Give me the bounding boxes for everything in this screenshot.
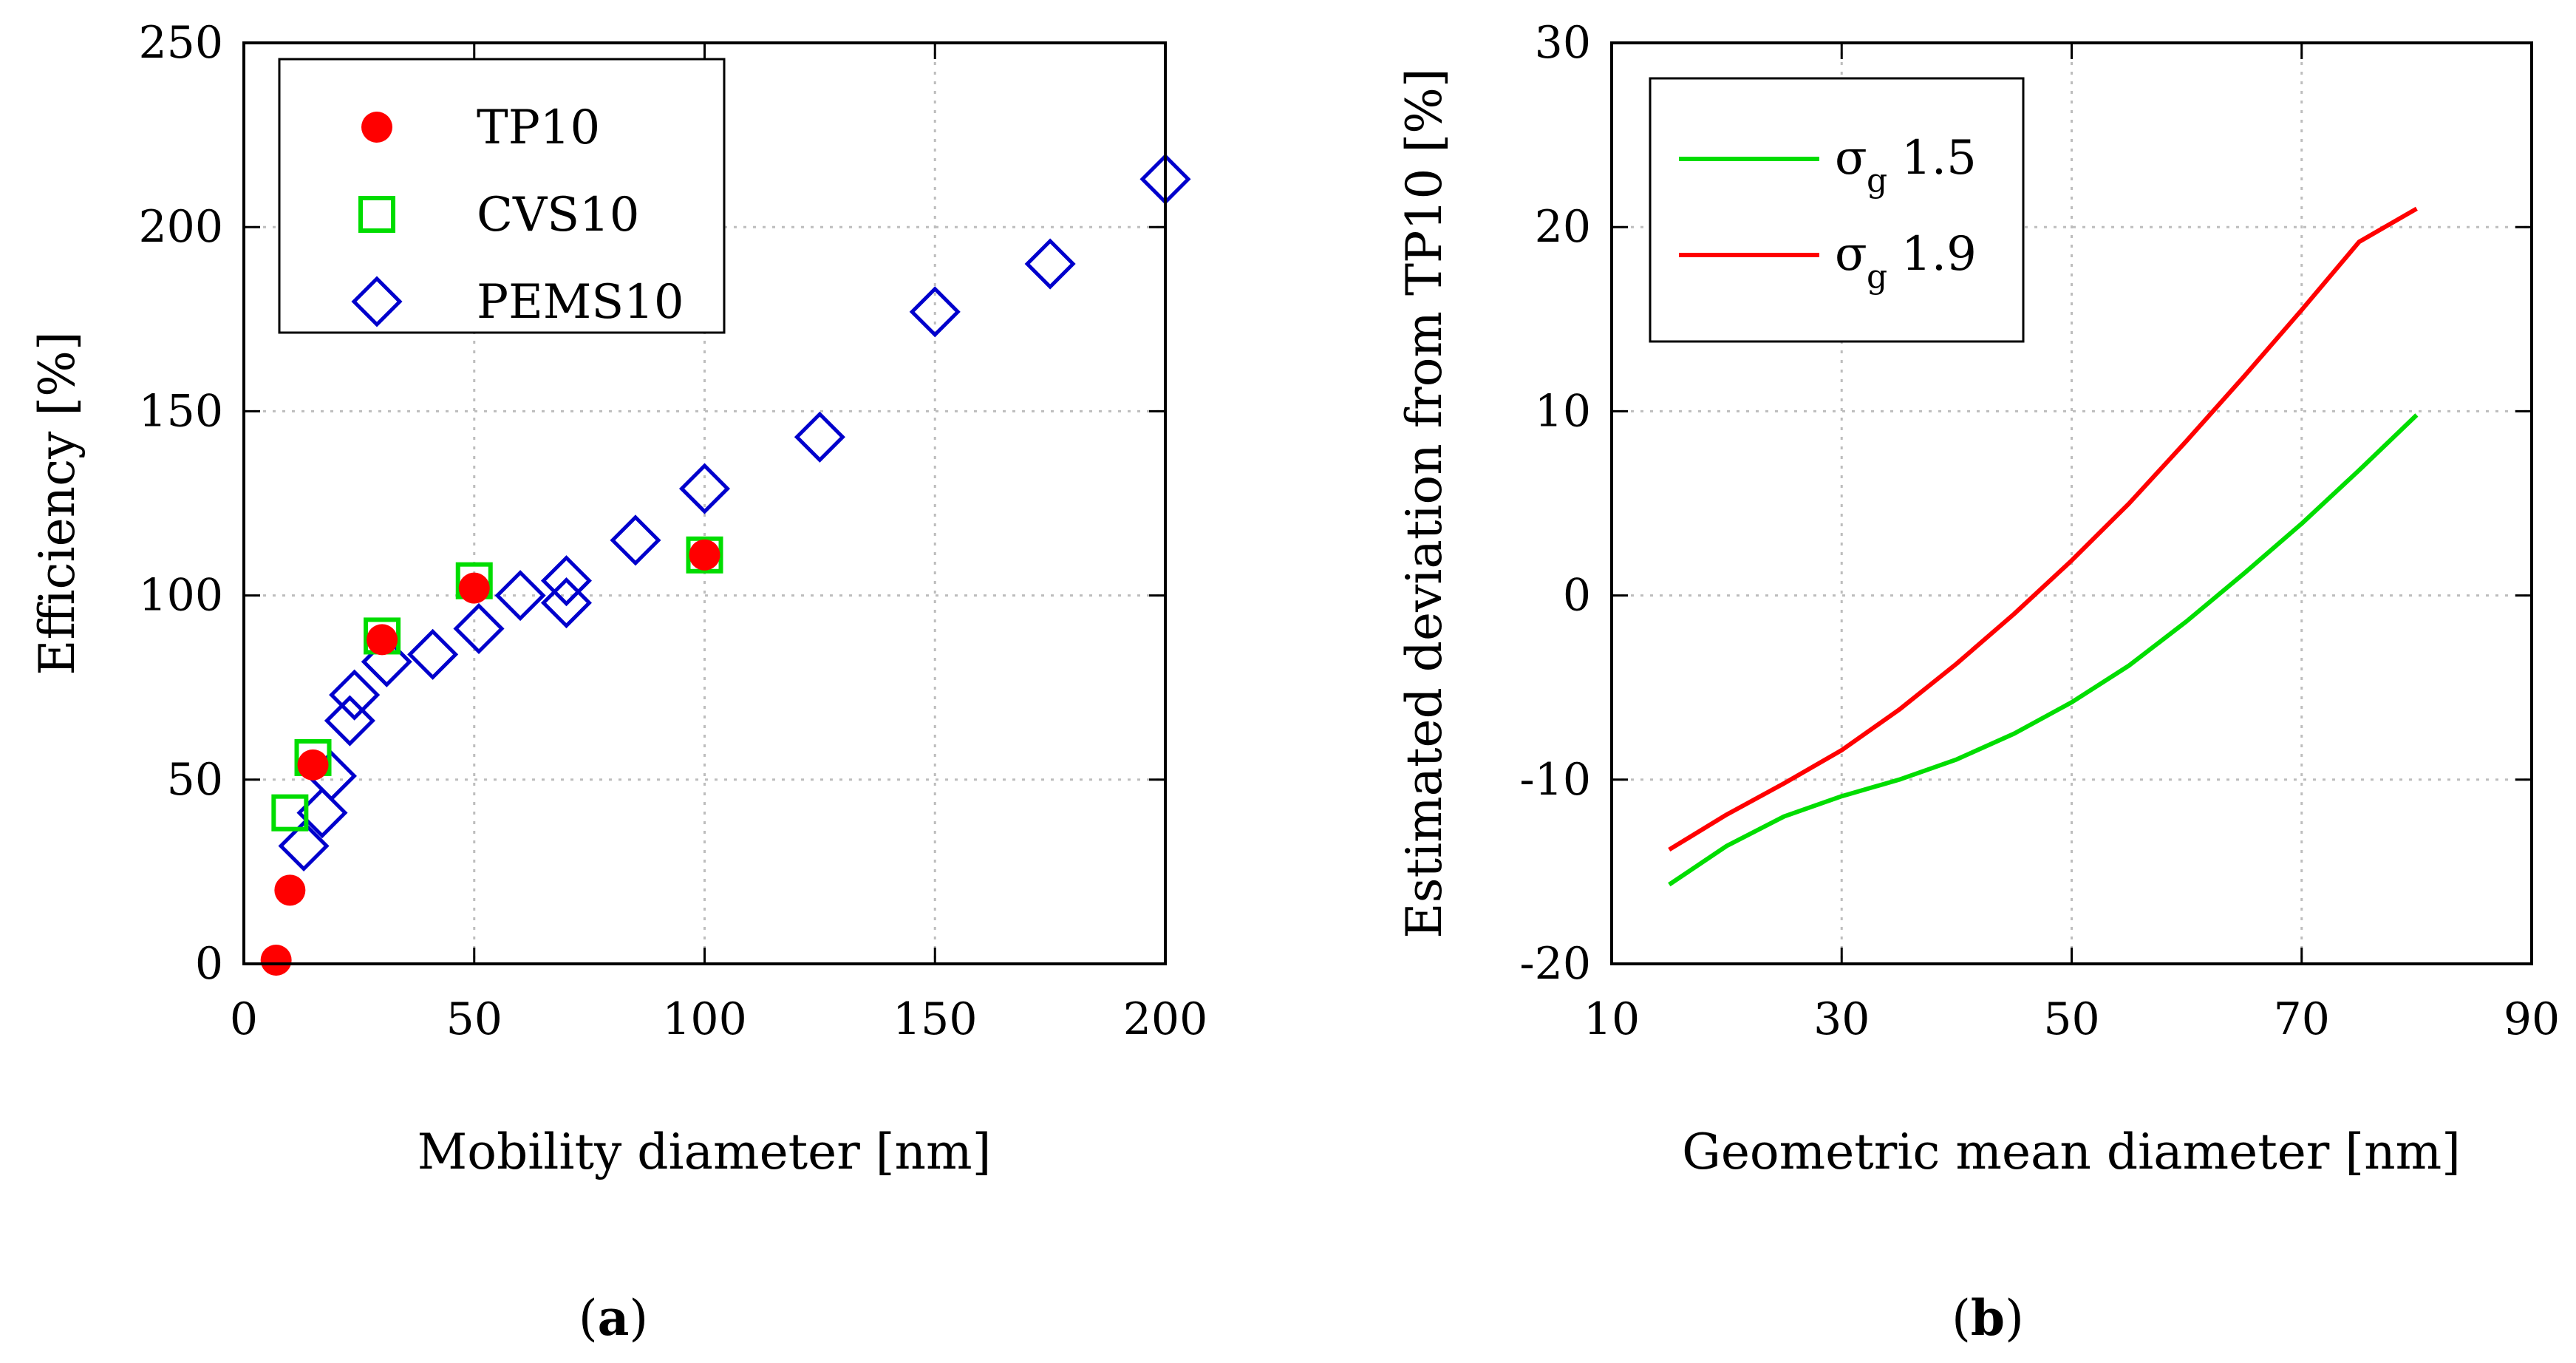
panel-a-marks	[260, 153, 1191, 976]
legend-sigma-symbol: σ	[1835, 227, 1867, 282]
panel-b-x-tick-label: 50	[2043, 993, 2099, 1045]
panel-a-x-axis-label: Mobility diameter [nm]	[418, 1124, 992, 1180]
panel-b-legend: σ g 1.5σ g 1.9	[1649, 77, 2025, 343]
point-pems10	[610, 514, 661, 566]
point-tp10	[297, 749, 329, 781]
panel-a-x-tick-label: 100	[662, 993, 747, 1045]
point-pems10	[329, 669, 381, 721]
panel-b-y-tick-label: 10	[1535, 385, 1591, 437]
panel-b-y-tick-label: 0	[1563, 570, 1591, 622]
panel-a-x-tick-label: 200	[1123, 993, 1208, 1045]
point-pems10	[324, 695, 375, 747]
point-tp10	[260, 945, 292, 976]
panel-a-letter: a	[598, 1289, 630, 1347]
series-line-sigma-1.9	[1668, 206, 2418, 852]
panel-b-axes-frame	[1610, 41, 2533, 965]
point-pems10	[407, 628, 459, 680]
panel-a-chart: 0 50 100 150 200 0 50 100 150 200 250 TP10 CVS10 PEM…	[29, 17, 1207, 1347]
legend-sigma-symbol: σ	[1835, 131, 1867, 186]
panel-a-axes-frame	[242, 41, 1167, 965]
point-cvs10	[686, 536, 723, 574]
panel-a-y-tick-label: 200	[138, 201, 223, 253]
point-pems10	[909, 286, 961, 338]
panel-a-legend-box	[278, 58, 726, 334]
legend-sigma-subscript: g	[1867, 258, 1887, 296]
legend-label-pems10: PEMS10	[477, 275, 684, 330]
panel-b-y-tick-label: -20	[1519, 938, 1591, 990]
legend-label-cvs10: CVS10	[477, 188, 639, 242]
panel-a-y-tick-label: 0	[195, 938, 223, 990]
panel-b-x-tick-label: 70	[2274, 993, 2330, 1045]
panel-b-legend-box	[1649, 77, 2025, 343]
series-line-sigma-1.5	[1668, 413, 2419, 887]
panel-b-y-axis-label: Estimated deviation from TP10 [%]	[1396, 68, 1453, 938]
legend-label-tp10: TP10	[477, 101, 600, 155]
point-pems10	[540, 577, 592, 629]
panel-b-y-tick-label: 20	[1535, 201, 1591, 253]
panel-b-letter: b	[1971, 1289, 2005, 1347]
panel-a-y-tick-label: 150	[138, 385, 223, 437]
legend-sigma-value: 1.9	[1901, 227, 1977, 282]
point-tp10	[458, 572, 490, 604]
panel-a-legend: TP10 CVS10 PEMS10	[278, 58, 726, 334]
point-pems10	[678, 463, 731, 514]
point-cvs10	[271, 794, 309, 832]
panel-b-x-tick-label: 30	[1813, 993, 1870, 1045]
point-tp10	[274, 874, 306, 906]
legend-marker-cvs10	[358, 196, 395, 233]
point-pems10	[453, 602, 505, 654]
point-pems10	[1024, 238, 1076, 290]
point-pems10	[278, 820, 330, 872]
panel-b-x-axis-label: Geometric mean diameter [nm]	[1682, 1124, 2461, 1180]
point-pems10	[540, 555, 592, 607]
panel-b-y-tick-label: -10	[1519, 754, 1591, 806]
panel-a-y-tick-label: 50	[167, 754, 223, 806]
panel-b-caption: (b)	[1952, 1289, 2024, 1347]
panel-b-marks	[1668, 206, 2419, 887]
legend-sigma-subscript: g	[1867, 162, 1887, 200]
panel-b-x-tick-label: 90	[2504, 993, 2560, 1045]
point-tp10	[689, 539, 720, 571]
panel-a-caption: (a)	[579, 1289, 648, 1347]
legend-marker-pems10	[351, 276, 403, 327]
legend-marker-tp10	[361, 112, 392, 143]
panel-a-x-tick-label: 50	[446, 993, 502, 1045]
point-pems10	[494, 570, 546, 622]
panel-a-x-tick-label: 150	[893, 993, 978, 1045]
point-pems10	[794, 411, 845, 463]
panel-a-y-tick-label: 250	[138, 17, 223, 69]
panel-a-x-tick-label: 0	[230, 993, 258, 1045]
panel-a-y-tick-label: 100	[138, 570, 223, 622]
point-tp10	[367, 624, 398, 656]
panel-a-ticks: 0 50 100 150 200 0 50 100 150 200 250	[138, 17, 1207, 1045]
panel-b-y-tick-label: 30	[1535, 17, 1591, 69]
panel-a-y-axis-label: Efficiency [%]	[29, 331, 86, 675]
legend-sigma-value: 1.5	[1901, 131, 1977, 186]
panel-b-x-tick-label: 10	[1584, 993, 1640, 1045]
